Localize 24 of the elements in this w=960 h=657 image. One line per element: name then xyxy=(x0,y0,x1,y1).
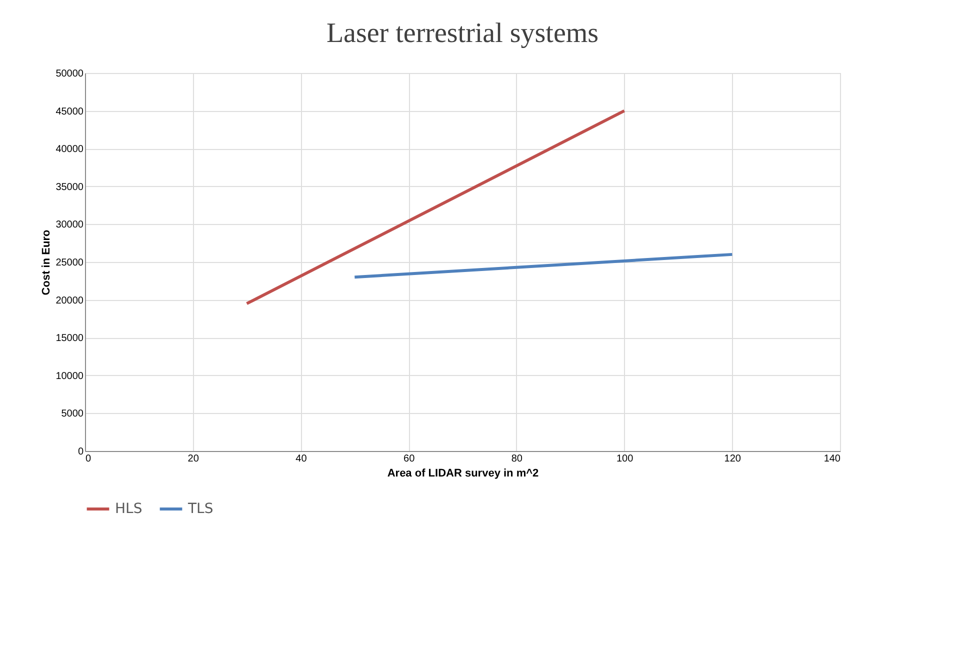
x-tick-label: 120 xyxy=(724,454,742,464)
x-tick-label: 0 xyxy=(86,454,92,464)
x-tick-label: 40 xyxy=(296,454,308,464)
y-tick-label: 35000 xyxy=(56,182,84,193)
x-tick-label: 60 xyxy=(404,454,416,464)
legend-label: HLS xyxy=(115,501,142,517)
x-tick-label: 80 xyxy=(511,454,523,464)
y-tick-label: 50000 xyxy=(56,68,84,80)
y-axis-title: Cost in Euro xyxy=(40,230,53,296)
chart-title: Laser terrestrial systems xyxy=(326,18,599,49)
y-tick-label: 45000 xyxy=(56,106,84,118)
y-tick-label: 20000 xyxy=(56,295,84,306)
y-tick-label: 0 xyxy=(78,446,84,458)
y-tick-label: 10000 xyxy=(56,370,84,382)
x-axis-title: Area of LIDAR survey in m^2 xyxy=(387,468,539,480)
x-tick-label: 100 xyxy=(616,454,634,464)
y-tick-label: 15000 xyxy=(56,333,84,344)
legend-label: TLS xyxy=(187,501,214,517)
y-tick-label: 5000 xyxy=(61,408,84,420)
y-tick-label: 40000 xyxy=(56,144,84,156)
x-tick-label: 140 xyxy=(824,454,841,464)
x-tick-label: 20 xyxy=(188,454,200,464)
y-tick-label: 30000 xyxy=(56,220,84,231)
y-tick-label: 25000 xyxy=(56,258,84,268)
